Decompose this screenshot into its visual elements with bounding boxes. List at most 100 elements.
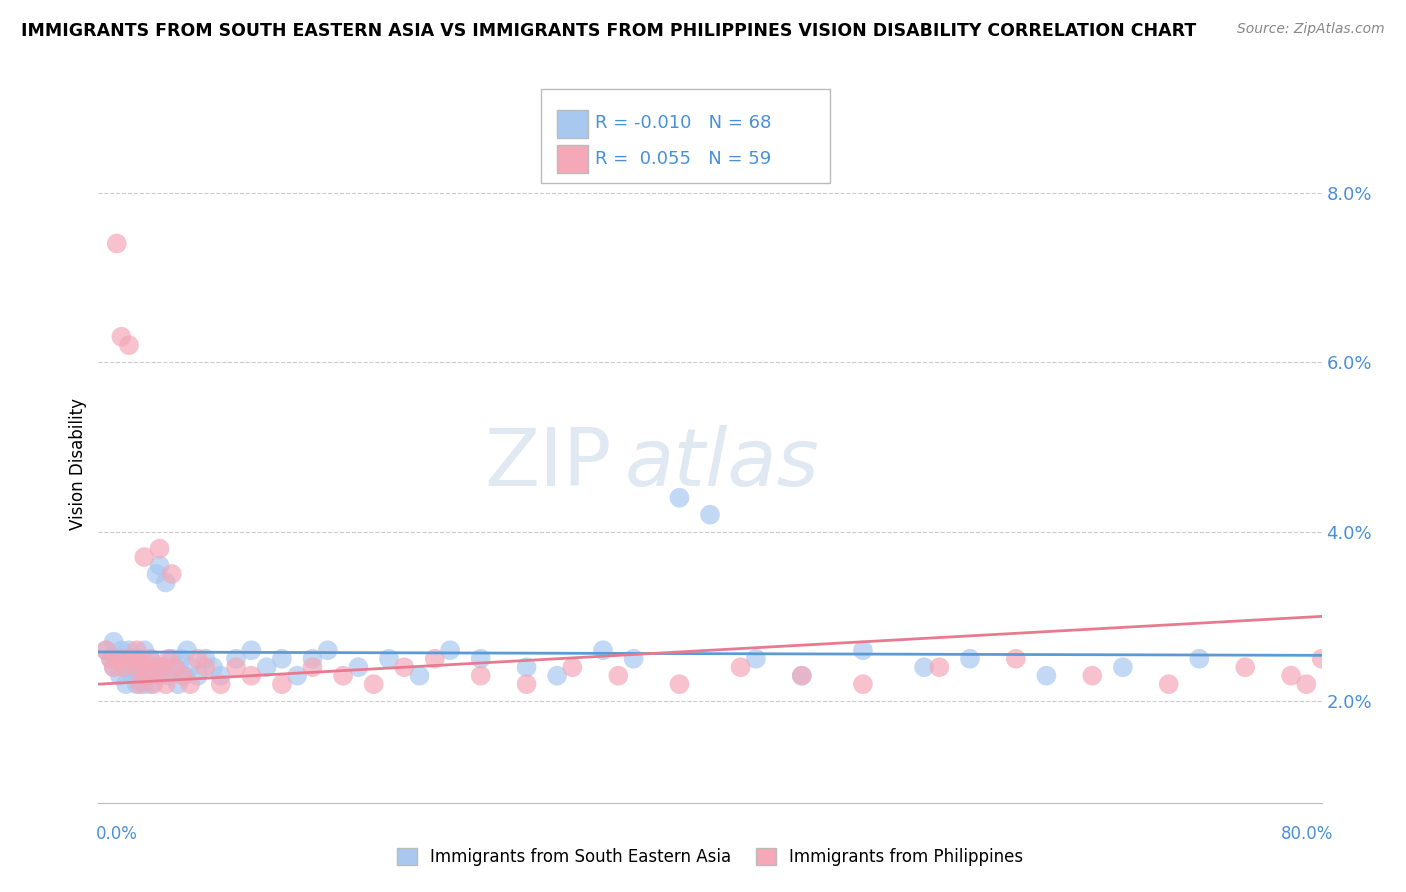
Point [270,651,292,665]
Point [157,669,180,683]
Point [105,651,128,665]
Point [167,677,190,691]
Point [1004,651,1026,665]
Point [149,558,172,573]
Point [145,567,167,582]
Point [392,660,416,674]
Point [103,660,125,674]
Point [516,677,538,691]
Point [745,651,768,665]
Point [142,677,165,691]
Point [1279,669,1302,683]
Point [928,660,950,674]
Point [176,643,198,657]
Point [790,669,813,683]
Legend: Immigrants from South Eastern Asia, Immigrants from Philippines: Immigrants from South Eastern Asia, Immi… [389,841,1031,872]
Point [1341,677,1364,691]
Point [470,651,492,665]
Point [668,677,690,691]
Point [118,660,141,674]
Text: Source: ZipAtlas.com: Source: ZipAtlas.com [1237,22,1385,37]
Point [139,651,162,665]
Point [1295,677,1317,691]
Point [128,651,150,665]
Point [607,669,630,683]
Point [1188,651,1211,665]
Point [134,643,156,657]
Point [128,669,150,683]
Point [225,660,247,674]
Point [730,660,752,674]
Point [423,651,446,665]
Point [136,669,159,683]
Point [121,651,143,665]
Point [623,651,645,665]
Point [439,643,461,657]
Point [592,643,614,657]
Point [155,575,177,590]
Point [852,643,875,657]
Point [103,635,125,649]
Point [103,660,125,674]
Point [172,669,194,683]
Point [152,660,174,674]
Point [240,669,263,683]
Y-axis label: Vision Disability: Vision Disability [69,398,87,530]
Point [202,660,225,674]
Text: atlas: atlas [624,425,820,503]
Point [170,651,193,665]
Point [316,643,339,657]
Point [134,660,156,674]
Point [1357,660,1379,674]
Point [912,660,935,674]
Point [194,651,217,665]
Point [139,651,162,665]
Point [100,651,122,665]
Point [105,236,128,251]
Point [134,677,156,691]
Point [128,677,150,691]
Point [115,651,138,665]
Point [163,660,186,674]
Point [110,643,132,657]
Point [1234,660,1257,674]
Point [94,643,117,657]
Point [134,660,156,674]
Point [561,660,583,674]
Point [332,669,354,683]
Point [111,660,134,674]
Text: R = -0.010   N = 68: R = -0.010 N = 68 [595,114,770,132]
Point [108,669,131,683]
Point [94,643,117,657]
Point [363,677,385,691]
Point [668,491,690,505]
Point [187,651,209,665]
Point [790,669,813,683]
Point [285,669,308,683]
Point [157,651,180,665]
Point [187,669,209,683]
Point [100,651,122,665]
Point [118,643,141,657]
Point [194,660,217,674]
Point [155,677,177,691]
Point [1035,669,1057,683]
Point [110,330,132,344]
Point [173,669,195,683]
Point [121,651,143,665]
Point [1157,677,1180,691]
Point [256,660,278,674]
Text: IMMIGRANTS FROM SOUTH EASTERN ASIA VS IMMIGRANTS FROM PHILIPPINES VISION DISABIL: IMMIGRANTS FROM SOUTH EASTERN ASIA VS IM… [21,22,1197,40]
Text: 80.0%: 80.0% [1281,825,1333,843]
Point [470,669,492,683]
Point [129,651,152,665]
Point [149,541,172,556]
Point [160,651,183,665]
Point [125,660,148,674]
Point [270,677,292,691]
Point [145,660,167,674]
Point [378,651,401,665]
Point [163,660,186,674]
Point [209,669,232,683]
Point [225,651,247,665]
